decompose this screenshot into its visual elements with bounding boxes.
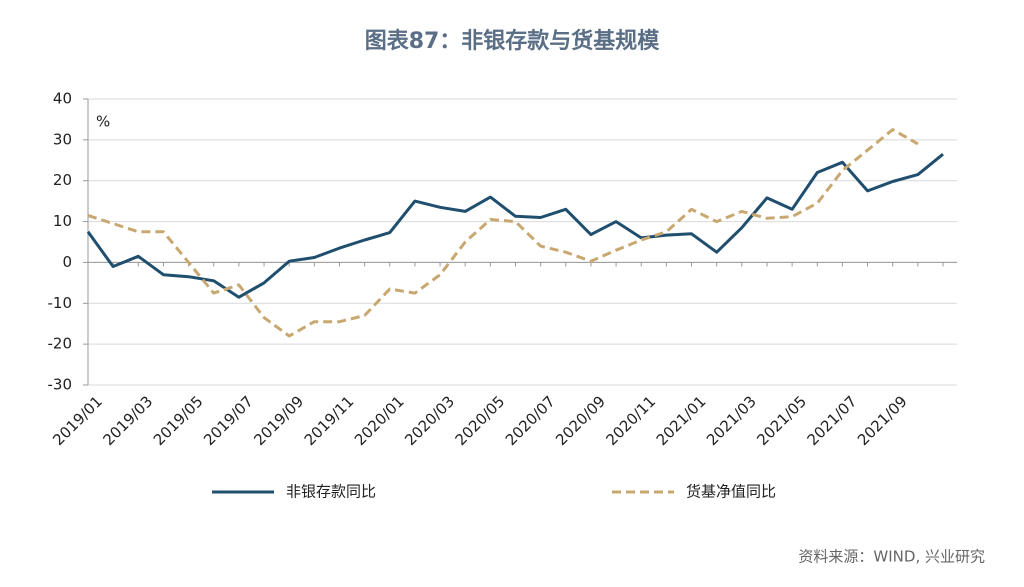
x-tick-label: 2021/09 xyxy=(854,392,911,449)
line-series xyxy=(87,128,919,338)
x-tick-label: 2019/05 xyxy=(150,392,207,449)
chart-title: 图表87：非银存款与货基规模 xyxy=(365,28,661,54)
x-tick-label: 2020/01 xyxy=(351,392,408,449)
legend-label: 货基净值同比 xyxy=(686,483,776,501)
y-tick-label: 30 xyxy=(53,130,72,148)
x-tick-label: 2021/05 xyxy=(753,392,810,449)
x-tick-label: 2020/07 xyxy=(502,392,559,449)
x-tick-label: 2019/09 xyxy=(250,392,307,449)
x-tick-label: 2020/05 xyxy=(452,392,509,449)
y-tick-label: 40 xyxy=(53,90,72,108)
x-tick-label: 2021/01 xyxy=(653,392,710,449)
y-tick-label: -30 xyxy=(48,376,73,394)
x-tick-label: 2019/07 xyxy=(200,392,257,449)
x-tick-label: 2019/03 xyxy=(100,392,157,449)
source: 资料来源：WIND, 兴业研究 xyxy=(798,548,985,566)
y-tick-label: -20 xyxy=(48,335,73,353)
y-tick-label: 10 xyxy=(53,212,72,230)
y-tick-label: -10 xyxy=(48,294,73,312)
x-tick-label: 2020/11 xyxy=(602,392,659,449)
y-tick-label: 0 xyxy=(62,253,72,271)
x-tick-label: 2020/03 xyxy=(401,392,458,449)
line-series xyxy=(86,153,944,299)
unit-label: % xyxy=(96,113,110,131)
x-tick-label: 2020/09 xyxy=(552,392,609,449)
x-tick-label: 2021/03 xyxy=(703,392,760,449)
legend-label: 非银存款同比 xyxy=(286,483,376,501)
x-tick-label: 2019/11 xyxy=(301,392,358,449)
x-tick-label: 2021/07 xyxy=(804,392,861,449)
y-tick-label: 20 xyxy=(53,171,72,189)
x-tick-label: 2019/01 xyxy=(49,392,106,449)
